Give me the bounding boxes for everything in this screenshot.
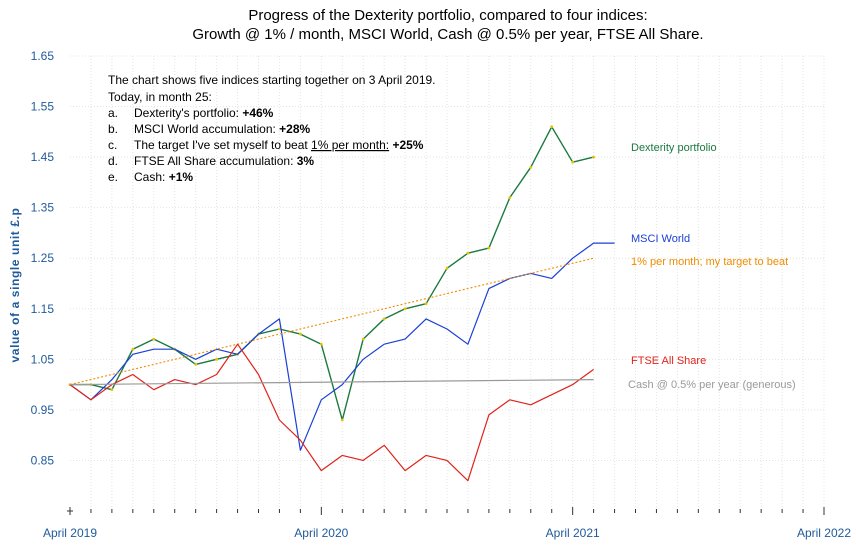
y-tick-label: 1.05	[31, 352, 55, 366]
series-lines	[68, 125, 615, 482]
annotation-marker: d.	[108, 154, 118, 168]
series-point	[215, 357, 219, 361]
series-point	[445, 266, 449, 270]
series-point	[298, 332, 302, 336]
series-label: Dexterity portfolio	[631, 142, 717, 154]
series-point	[571, 160, 575, 164]
series-label: MSCI World	[631, 233, 690, 245]
annotation-text: FTSE All Share accumulation: 3%	[134, 154, 314, 168]
x-tick-label: April 2020	[294, 526, 348, 540]
series-point	[152, 337, 156, 341]
series-point	[403, 307, 407, 311]
y-tick-label: 0.85	[31, 453, 55, 467]
annotation-value: +46%	[242, 106, 273, 120]
chart-subtitle: Growth @ 1% / month, MSCI World, Cash @ …	[192, 26, 703, 43]
y-tick-label: 1.15	[31, 302, 55, 316]
annotation-text: The target I've set myself to beat 1% pe…	[134, 138, 424, 152]
series-point	[592, 155, 596, 159]
series-label: Cash @ 0.5% per year (generous)	[628, 379, 796, 391]
annotation-box: The chart shows five indices starting to…	[108, 73, 436, 184]
series-point	[278, 327, 281, 331]
series-point	[340, 418, 344, 422]
y-tick-label: 1.25	[31, 251, 55, 265]
annotation-marker: c.	[108, 138, 117, 152]
annotation-line-1: The chart shows five indices starting to…	[108, 73, 436, 87]
annotation-link: 1% per month:	[311, 138, 389, 152]
series-point	[466, 251, 470, 255]
annotation-items: a. Dexterity's portfolio: +46% b. MSCI Worl…	[108, 106, 424, 184]
grid	[67, 55, 825, 515]
annotation-value: +25%	[392, 138, 423, 152]
series-labels: Dexterity portfolio MSCI World 1% per mont…	[628, 142, 796, 391]
series-point	[131, 347, 135, 351]
annotation-text: MSCI World accumulation: +28%	[134, 122, 311, 136]
y-tick-label: 1.45	[31, 150, 55, 164]
annotation-value: 3%	[297, 154, 315, 168]
series-line	[69, 242, 615, 451]
series-point	[194, 362, 198, 366]
series-point	[508, 196, 512, 199]
series-point	[361, 337, 365, 341]
series-point	[319, 342, 323, 346]
x-tick-label: April 2019	[43, 526, 97, 540]
series-point	[424, 302, 428, 306]
y-tick-label: 1.35	[31, 201, 55, 215]
series-point	[529, 165, 533, 169]
y-axis-label: value of a single unit £.p	[8, 208, 22, 363]
annotation-value: +28%	[279, 122, 310, 136]
series-point	[550, 125, 554, 129]
x-tick-labels: April 2019 April 2020 April 2021 April 2022	[43, 526, 851, 540]
annotation-value: +1%	[169, 170, 194, 184]
annotation-line-2: Today, in month 25:	[108, 90, 212, 104]
annotation-marker: b.	[108, 122, 118, 136]
y-tick-labels: 1.65 1.55 1.45 1.35 1.25 1.15 1.05 0.95 0.85	[31, 49, 55, 467]
annotation-text: Dexterity's portfolio: +46%	[134, 106, 274, 120]
x-tick-label: April 2021	[546, 526, 600, 540]
x-tick-label: April 2022	[797, 526, 851, 540]
y-tick-label: 1.65	[31, 49, 55, 63]
annotation-marker: e.	[108, 170, 118, 184]
annotation-text: Cash: +1%	[134, 170, 193, 184]
chart-title: Progress of the Dexterity portfolio, com…	[248, 7, 647, 24]
series-label: FTSE All Share	[631, 355, 706, 367]
y-tick-label: 0.95	[31, 403, 55, 417]
annotation-marker: a.	[108, 106, 118, 120]
series-label: 1% per month; my target to beat	[631, 256, 788, 268]
series-point	[110, 388, 114, 392]
series-point	[382, 317, 386, 321]
series-line	[69, 257, 594, 386]
series-line	[69, 379, 594, 386]
series-line	[69, 343, 594, 482]
y-tick-label: 1.55	[31, 100, 55, 114]
series-point	[487, 246, 491, 250]
